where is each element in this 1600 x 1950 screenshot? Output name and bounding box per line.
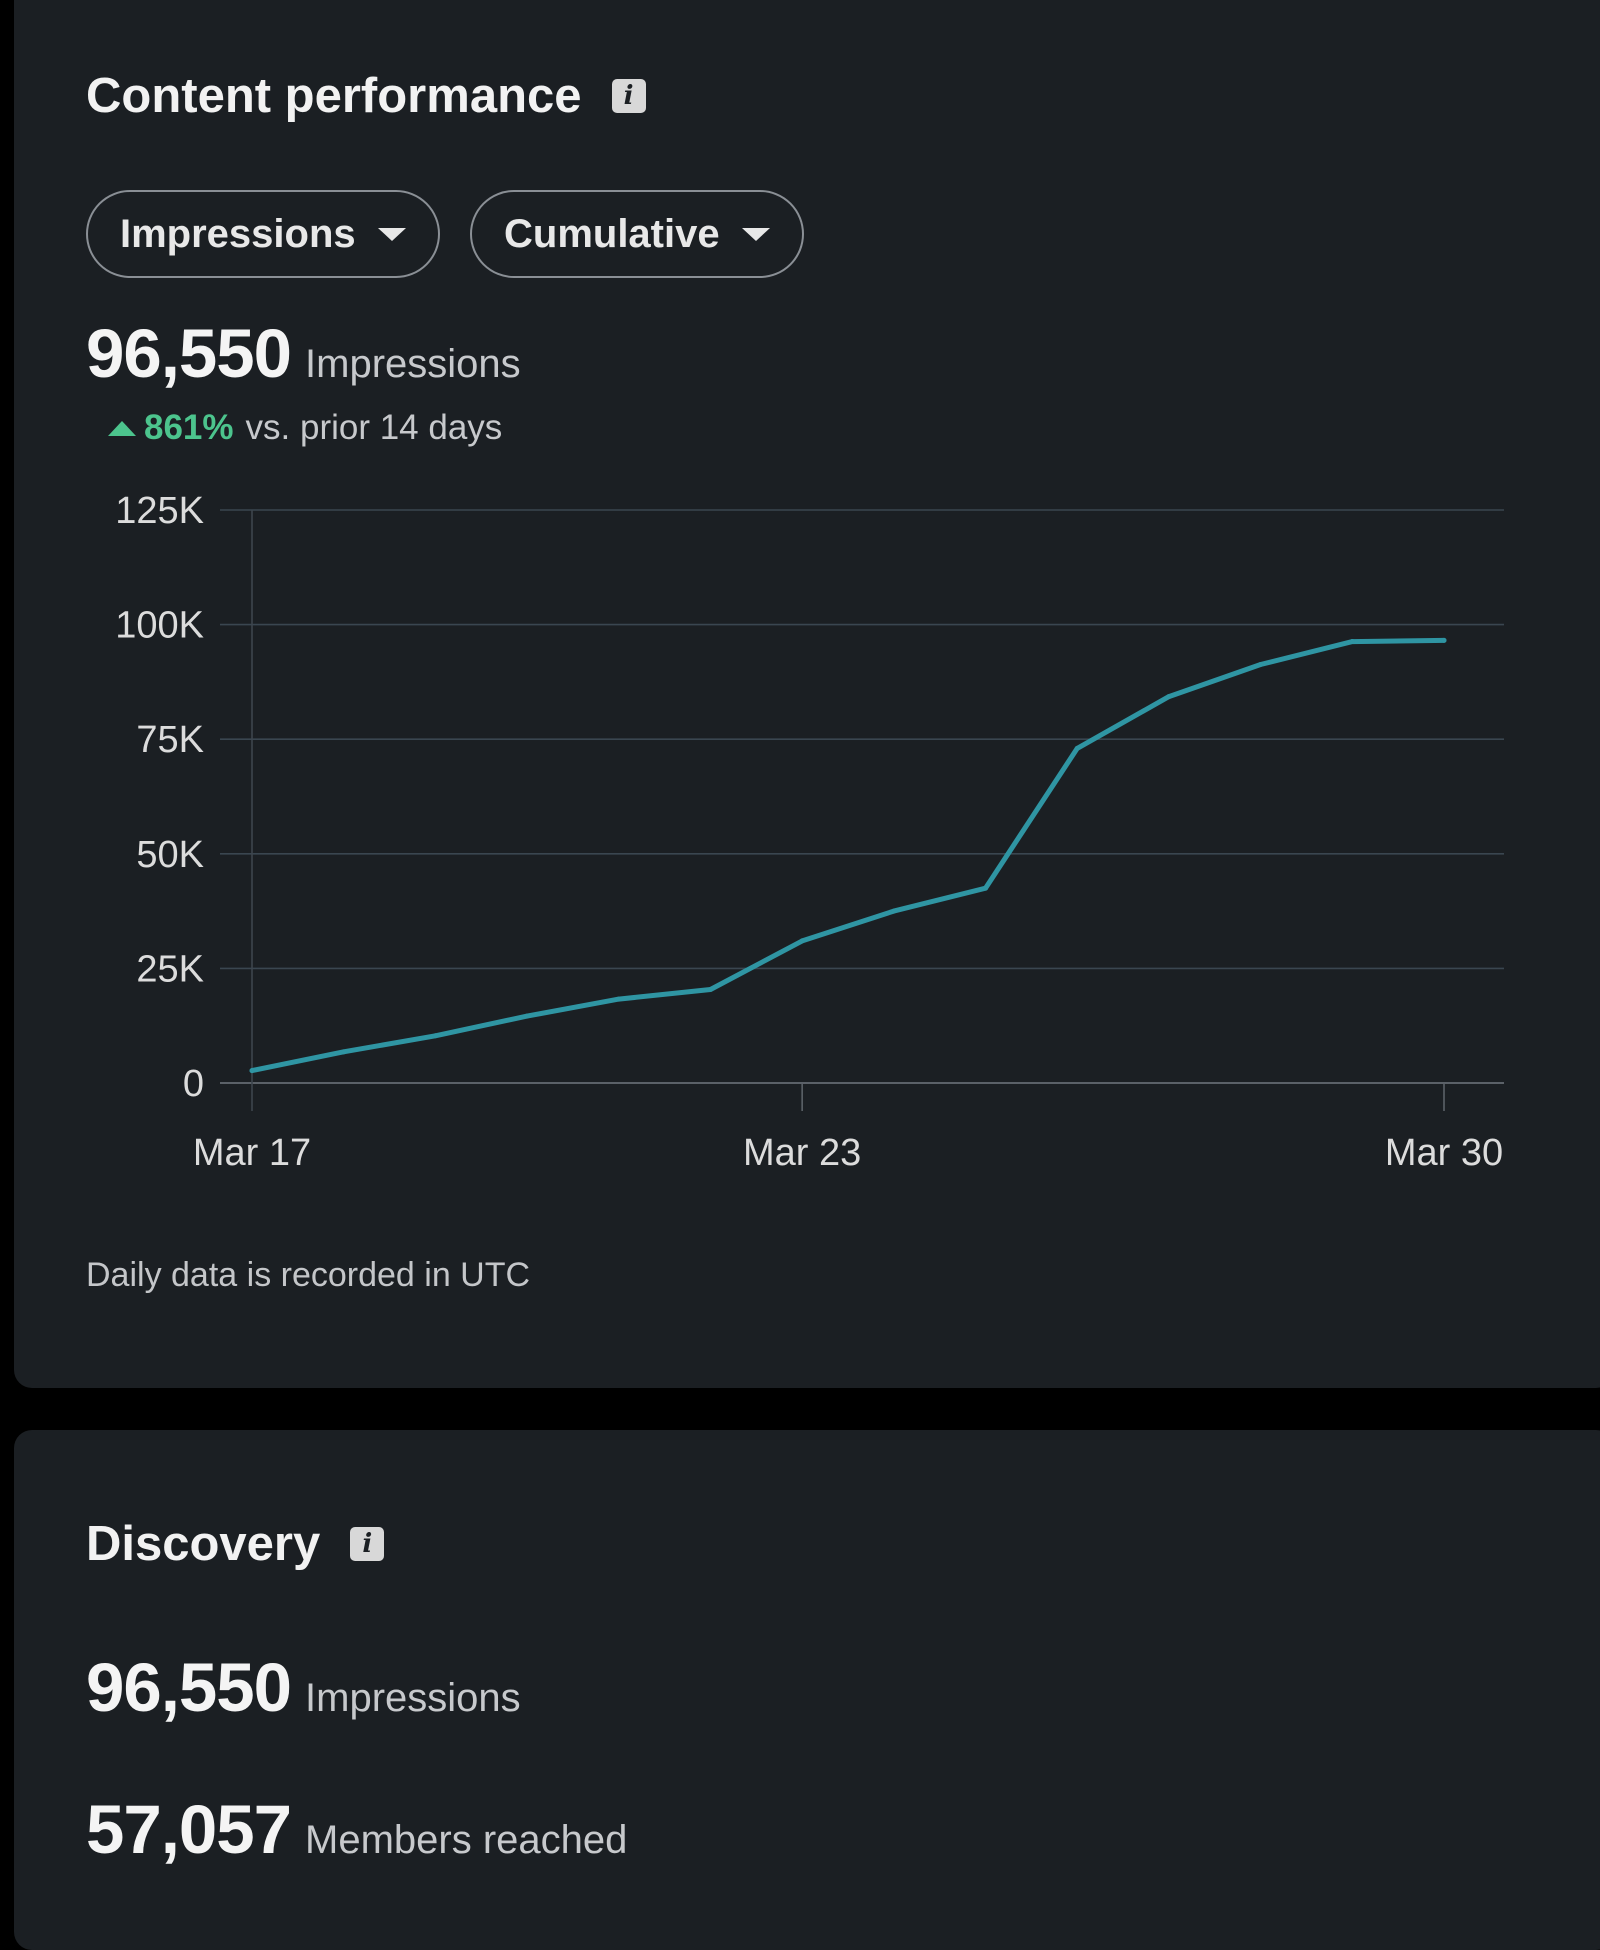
y-tick-label: 75K — [136, 719, 204, 761]
data-point — [524, 1013, 530, 1019]
discovery-heading: Discovery — [86, 1516, 385, 1572]
change-comparison-text: vs. prior 14 days — [245, 408, 503, 447]
discovery-impressions-label: Impressions — [305, 1676, 521, 1720]
content-performance-card: Content performance Impressions Cumulati… — [14, 0, 1600, 1388]
chevron-down-icon — [741, 227, 770, 241]
data-point — [616, 996, 622, 1002]
info-icon[interactable] — [611, 79, 646, 113]
y-tick-label: 0 — [183, 1063, 204, 1105]
data-point — [341, 1049, 347, 1055]
impressions-summary: 96,550 Impressions — [86, 314, 521, 393]
impressions-series-line — [249, 637, 1447, 1074]
metric-dropdown[interactable]: Impressions — [86, 190, 440, 278]
info-icon[interactable] — [350, 1527, 385, 1561]
y-tick-label: 25K — [136, 948, 204, 990]
mode-dropdown[interactable]: Cumulative — [470, 190, 804, 278]
impressions-change: 861% vs. prior 14 days — [108, 408, 502, 448]
mode-dropdown-label: Cumulative — [504, 211, 720, 256]
y-tick-label: 100K — [115, 605, 204, 647]
discovery-impressions: 96,550 Impressions — [86, 1648, 521, 1727]
impressions-total-label: Impressions — [305, 342, 521, 386]
change-percent: 861% — [144, 408, 234, 447]
chevron-down-icon — [377, 227, 406, 241]
y-tick-label: 50K — [136, 834, 204, 876]
members-reached-value: 57,057 — [86, 1791, 292, 1868]
data-point — [983, 885, 989, 891]
data-point — [432, 1033, 438, 1039]
members-reached-label: Members reached — [305, 1818, 628, 1862]
impressions-total: 96,550 — [86, 315, 292, 392]
x-tick-label: Mar 23 — [743, 1132, 861, 1174]
y-tick-label: 125K — [115, 490, 204, 532]
impressions-line-chart: 0 25K 50K 75K 100K 125K Mar 17 Mar 23 Mar 30 — [115, 490, 1504, 1174]
data-point — [1074, 745, 1080, 751]
discovery-impressions-value: 96,550 — [86, 1649, 292, 1726]
x-tick-label: Mar 30 — [1385, 1132, 1503, 1174]
content-performance-title: Content performance — [86, 69, 582, 123]
data-point — [891, 908, 897, 914]
data-point — [1441, 637, 1447, 643]
content-performance-heading: Content performance — [86, 68, 646, 124]
discovery-card: Discovery 96,550 Impressions 57,057 Memb… — [14, 1430, 1600, 1950]
data-point — [1349, 639, 1355, 645]
x-tick-label: Mar 17 — [193, 1132, 311, 1174]
data-point — [1258, 661, 1264, 667]
data-point — [799, 938, 805, 944]
data-point — [707, 986, 713, 992]
data-point — [249, 1068, 255, 1074]
members-reached: 57,057 Members reached — [86, 1790, 627, 1869]
discovery-title: Discovery — [86, 1517, 321, 1571]
utc-footnote: Daily data is recorded in UTC — [86, 1256, 531, 1294]
metric-dropdown-label: Impressions — [120, 211, 356, 256]
triangle-up-icon — [108, 420, 136, 436]
data-point — [1166, 694, 1172, 700]
